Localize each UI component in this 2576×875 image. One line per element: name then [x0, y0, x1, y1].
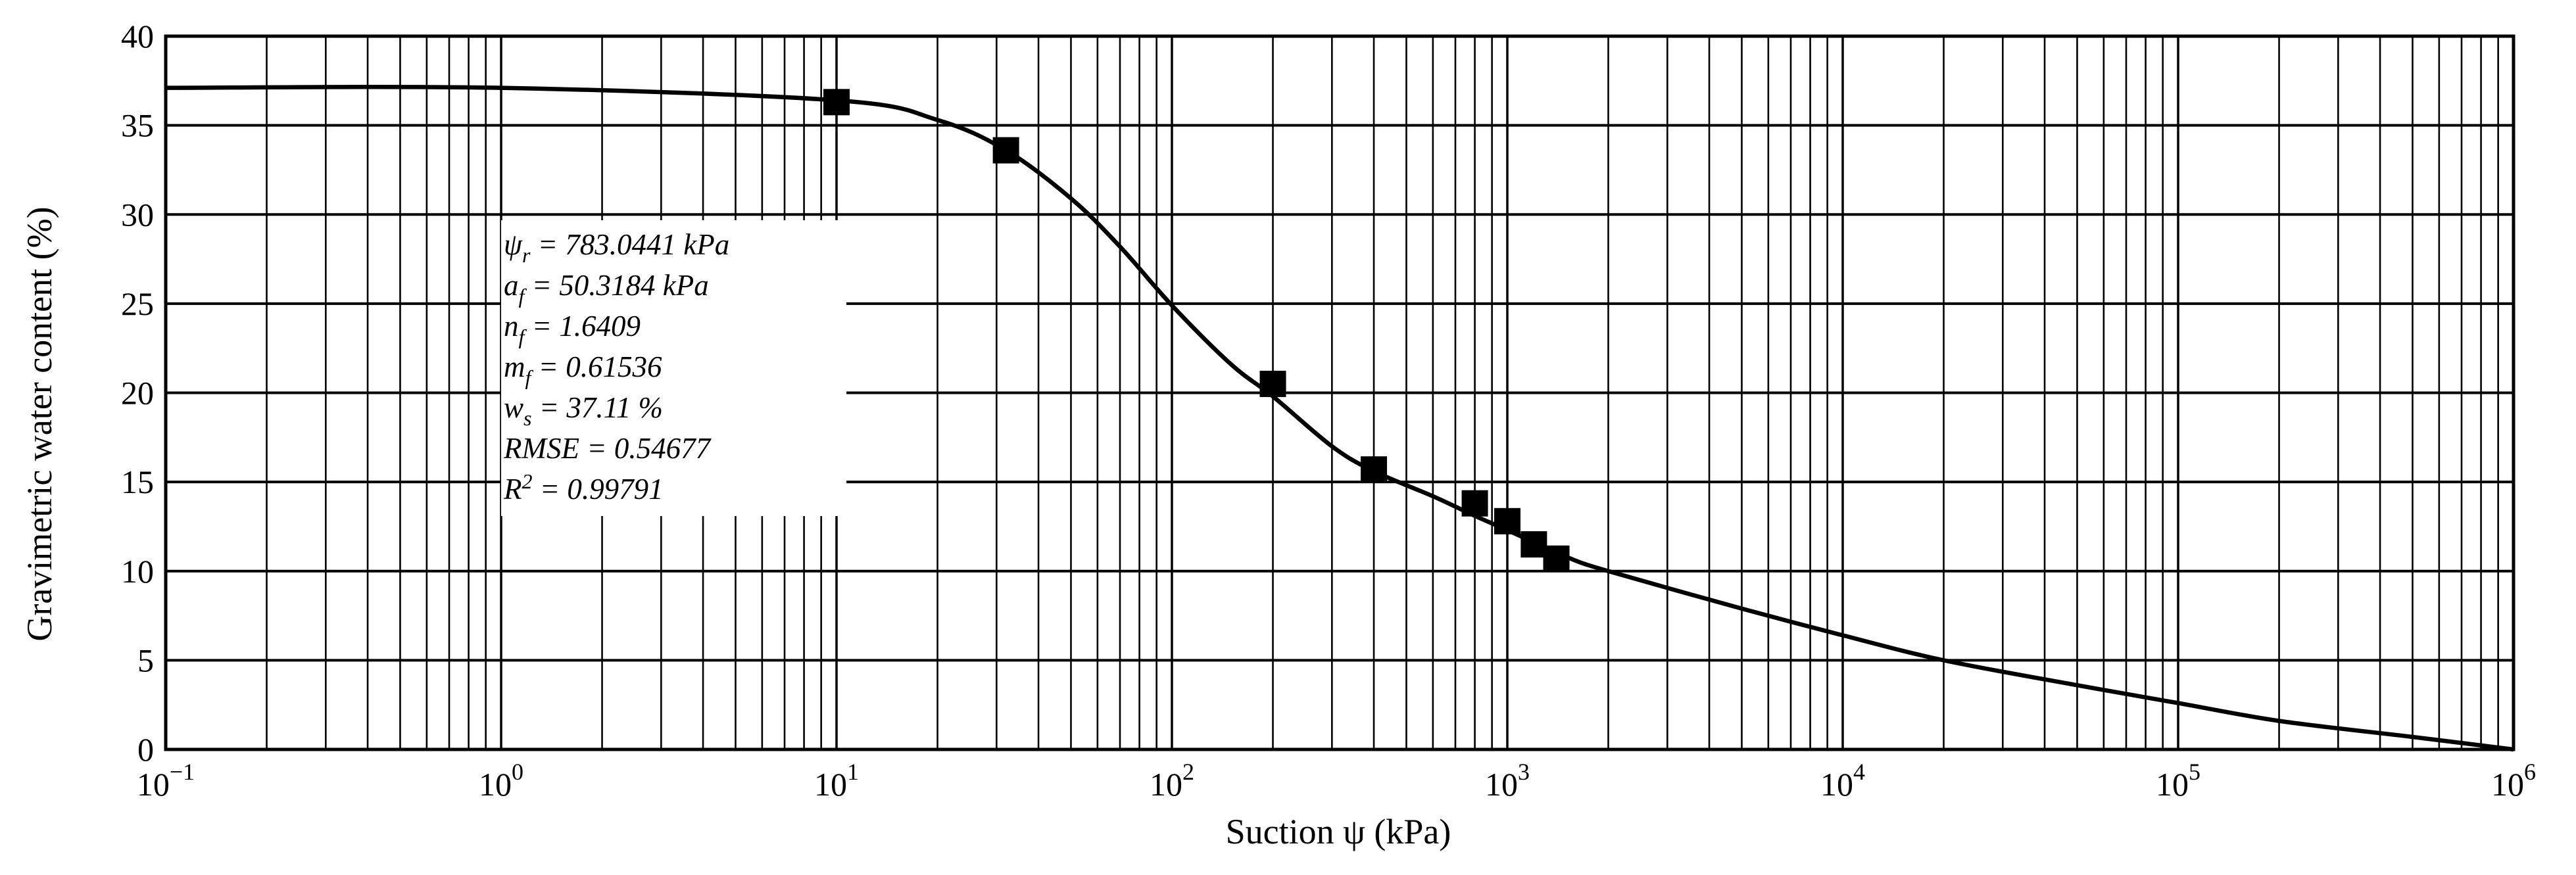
x-tick-label: 104	[1820, 759, 1865, 803]
data-points-layer	[823, 89, 1570, 572]
data-point	[1520, 531, 1547, 558]
annotation-line: af = 50.3184 kPa	[504, 269, 709, 308]
y-tick-label: 20	[121, 375, 154, 412]
annotation-line: RMSE = 0.54677	[503, 432, 712, 465]
fitted-curve-layer	[165, 85, 2514, 752]
x-axis-title: Suction ψ (kPa)	[1226, 812, 1451, 851]
annotation-line: mf = 0.61536	[504, 350, 662, 389]
y-tick-label: 15	[121, 463, 154, 500]
data-point	[1259, 370, 1286, 397]
y-tick-label: 5	[137, 642, 154, 678]
y-tick-label: 10	[121, 553, 154, 590]
annotation-line: nf = 1.6409	[504, 310, 641, 348]
data-point	[1494, 508, 1520, 534]
annotation-line: R2 = 0.99791	[503, 469, 664, 506]
annotation-line: ψr = 783.0441 kPa	[504, 228, 729, 267]
data-point	[1461, 490, 1488, 517]
annotation-line: ws = 37.11 %	[504, 391, 663, 430]
fitted-curve	[165, 85, 2514, 752]
x-tick-label: 102	[1150, 759, 1194, 803]
y-tick-labels: 0 5 10 15 20 25 30 35 40	[121, 18, 154, 768]
data-point	[823, 89, 850, 116]
x-tick-label: 100	[479, 759, 523, 803]
x-tick-label: 105	[2156, 759, 2200, 803]
data-point	[1543, 545, 1570, 572]
y-axis-title: Gravimetric water content (%)	[20, 206, 59, 641]
y-tick-label: 35	[121, 107, 154, 144]
plot-border	[164, 34, 2515, 751]
y-tick-label: 0	[137, 731, 154, 768]
y-tick-label: 25	[121, 285, 154, 322]
plot-frame	[164, 34, 2515, 751]
x-tick-label: 101	[814, 759, 859, 803]
x-tick-labels: 10−1 100 101 102 103 104 105 106	[137, 759, 2536, 803]
y-tick-label: 40	[121, 18, 154, 55]
data-point	[992, 137, 1019, 164]
x-tick-label: 106	[2491, 759, 2536, 803]
x-tick-label: 103	[1485, 759, 1530, 803]
data-point	[1361, 456, 1388, 483]
y-tick-label: 30	[121, 196, 154, 233]
annotation-box	[501, 220, 846, 516]
x-tick-label: 10−1	[137, 759, 195, 803]
